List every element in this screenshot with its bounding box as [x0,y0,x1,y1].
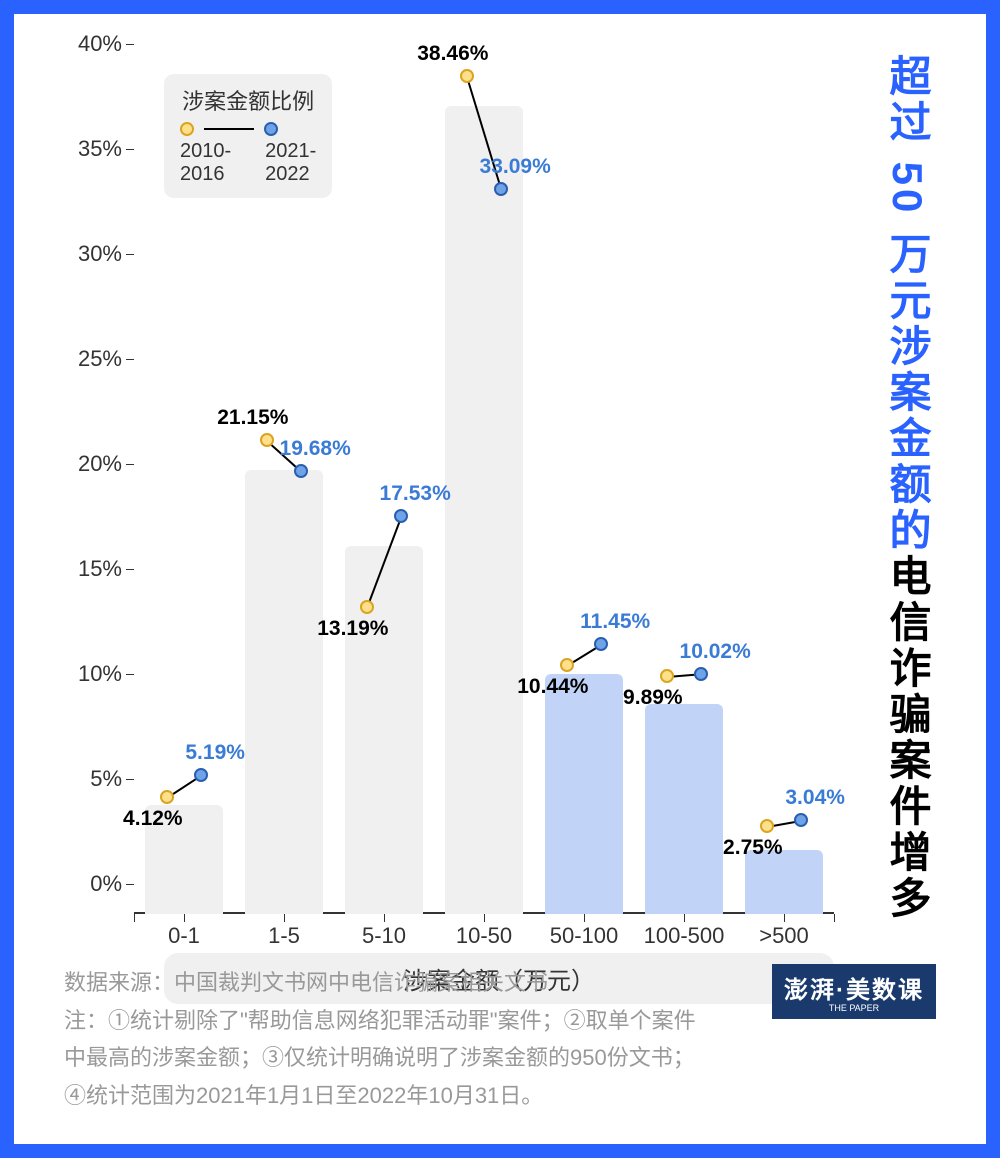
bar [445,106,523,914]
value-label-b: 19.68% [280,437,351,461]
y-tick-label: 0% [64,871,122,897]
infographic-frame: 超过 50 万元涉案金额的电信诈骗案件增多 涉案金额比例 2010-2016 2… [0,0,1000,1158]
value-label-a: 13.19% [317,617,388,641]
value-label-a: 38.46% [417,42,488,66]
y-tick-label: 30% [64,241,122,267]
x-category-label: 100-500 [644,923,725,949]
footnote-note: 注：①统计剔除了"帮助信息网络犯罪活动罪"案件；②取单个案件中最高的涉案金额；③… [64,1002,704,1114]
bar [645,704,723,914]
value-label-b: 3.04% [785,786,845,810]
x-category-label: 5-10 [362,923,406,949]
legend-connector [204,128,254,130]
marker-series-b [394,509,408,523]
x-category-label: 1-5 [268,923,300,949]
bar [545,674,623,914]
marker-series-a [660,669,674,683]
marker-series-a [760,819,774,833]
bar [345,546,423,914]
legend-label-a: 2010-2016 [180,140,231,186]
legend-box: 涉案金额比例 2010-2016 2021-2022 [164,74,332,198]
y-tick-label: 35% [64,136,122,162]
marker-series-b [794,813,808,827]
brand-badge: 澎湃·美数课 THE PAPER [772,964,936,1019]
legend-row [180,122,316,136]
marker-series-b [494,182,508,196]
y-tick-label: 40% [64,31,122,57]
value-label-b: 17.53% [380,482,451,506]
value-label-a: 2.75% [723,836,783,860]
x-category-label: 0-1 [168,923,200,949]
y-tick-label: 20% [64,451,122,477]
y-tick-label: 25% [64,346,122,372]
y-tick-label: 5% [64,766,122,792]
marker-series-a [460,69,474,83]
marker-series-a [360,600,374,614]
marker-series-b [594,637,608,651]
value-label-a: 21.15% [217,406,288,430]
marker-series-b [294,464,308,478]
value-label-a: 9.89% [623,686,683,710]
value-label-b: 11.45% [580,610,650,634]
marker-series-a [260,433,274,447]
legend-label-b: 2021-2022 [265,140,316,186]
x-category-label: >500 [759,923,809,949]
bar [245,470,323,914]
headline-vertical: 超过 50 万元涉案金额的电信诈骗案件增多 [877,54,936,922]
value-label-b: 5.19% [185,741,245,765]
legend-title: 涉案金额比例 [180,84,316,116]
marker-series-a [560,658,574,672]
marker-series-b [194,768,208,782]
y-tick-label: 10% [64,661,122,687]
legend-marker-b [264,122,278,136]
y-tick-label: 15% [64,556,122,582]
headline-black: 电信诈骗案件增多 [884,554,931,922]
value-label-b: 33.09% [480,155,551,179]
footer: 数据来源：中国裁判文书网中电信诈骗案相关文书 注：①统计剔除了"帮助信息网络犯罪… [64,964,936,1114]
legend-marker-a [180,122,194,136]
x-category-label: 10-50 [456,923,512,949]
marker-series-b [694,667,708,681]
marker-series-a [160,790,174,804]
footnote-source: 数据来源：中国裁判文书网中电信诈骗案相关文书 [64,964,704,1001]
x-category-label: 50-100 [550,923,619,949]
headline-blue: 超过 50 万元涉案金额的 [884,54,931,554]
value-label-b: 10.02% [680,640,751,664]
value-label-a: 4.12% [123,807,183,831]
legend-labels: 2010-2016 2021-2022 [180,140,316,186]
value-label-a: 10.44% [517,675,588,699]
chart-area: 涉案金额比例 2010-2016 2021-2022 涉案金额（万元） 0%5%… [64,44,834,944]
